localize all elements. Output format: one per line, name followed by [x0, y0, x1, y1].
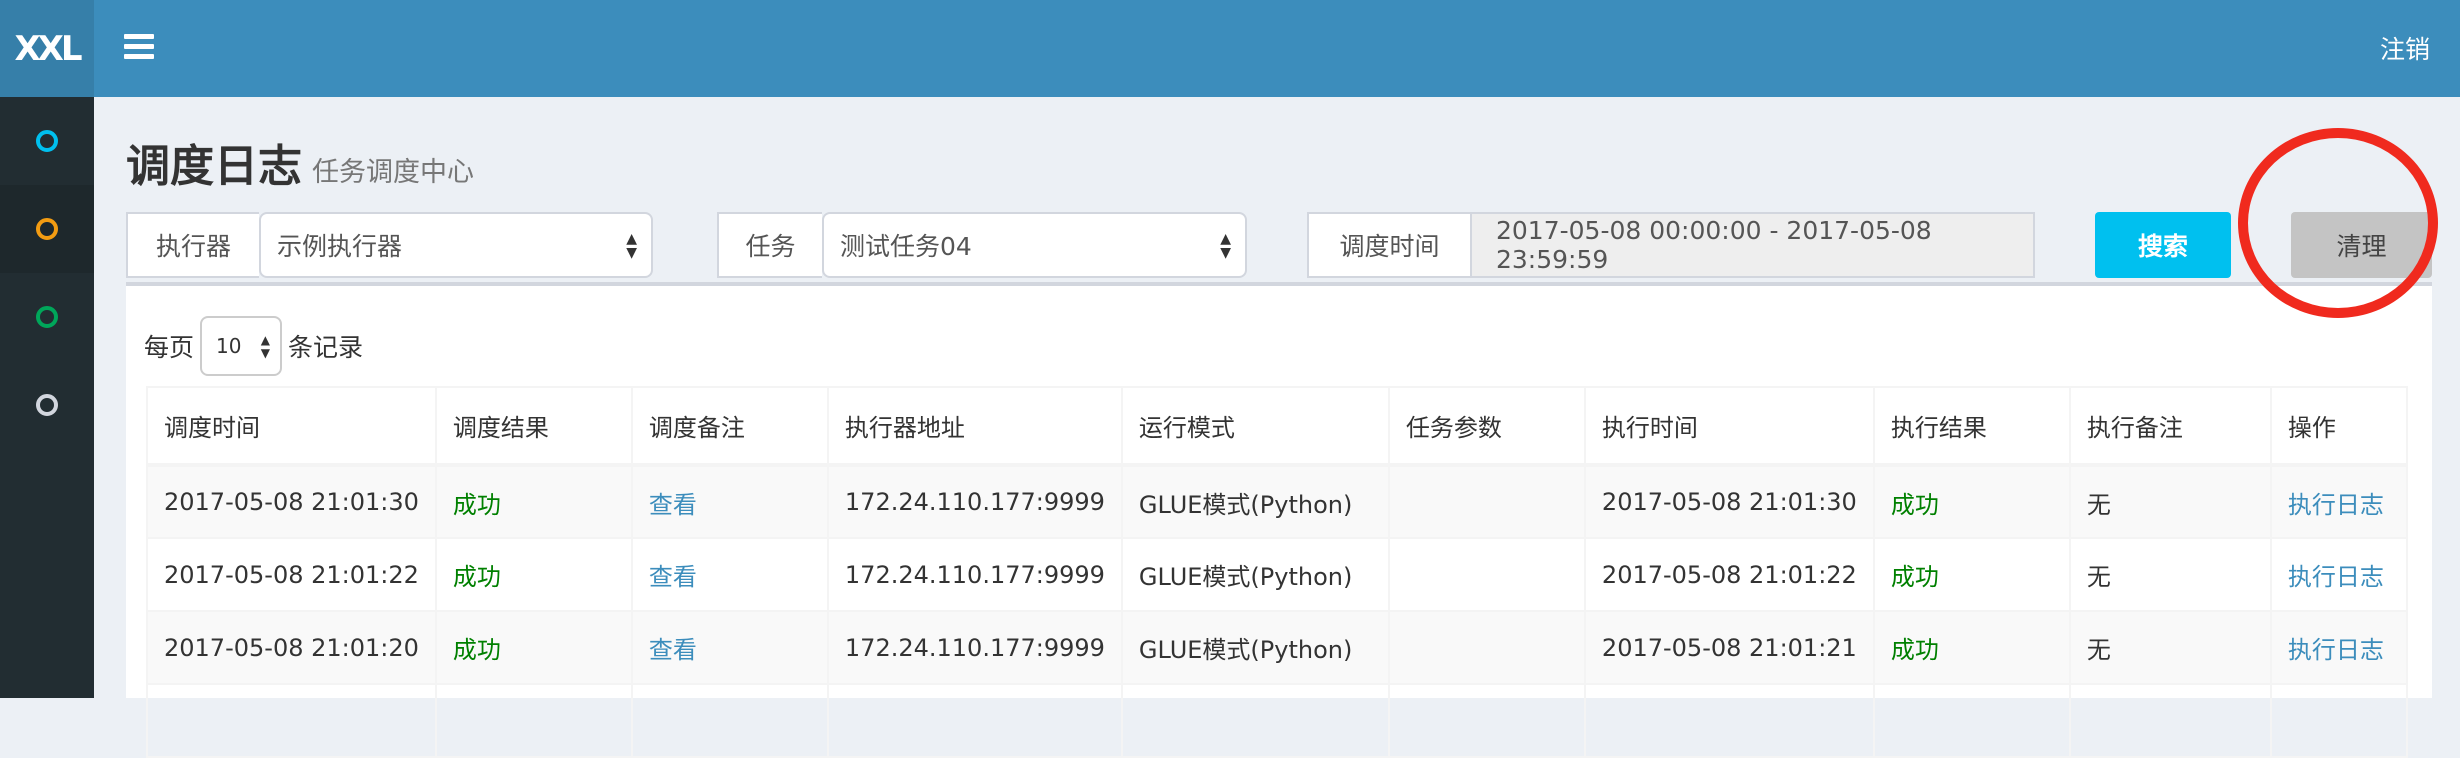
clear-button[interactable]: 清理: [2291, 212, 2432, 278]
job-select[interactable]: 测试任务04 ▲ ▼: [822, 212, 1247, 278]
column-header: 执行备注: [2068, 386, 2272, 467]
page-title-text: 调度日志: [126, 141, 302, 192]
table-row: 2017-05-08 21:01:20 成功 查看 172.24.110.177:99…: [146, 610, 2409, 685]
table-cell: 2017-05-08 21:01:30: [1583, 464, 1875, 539]
sidebar-item-3[interactable]: [0, 273, 94, 361]
time-filter: 调度时间 2017-05-08 00:00:00 - 2017-05-08 23…: [1307, 212, 2035, 278]
table-cell: [1387, 683, 1586, 758]
table-cell: [1387, 610, 1586, 685]
job-filter: 任务 测试任务04 ▲ ▼: [717, 212, 1247, 278]
job-label: 任务: [717, 212, 822, 278]
hamburger-menu-icon[interactable]: [124, 34, 154, 62]
table-cell: 172.24.110.177:9999: [826, 464, 1123, 539]
column-header: 操作: [2269, 386, 2409, 467]
column-header: 调度时间: [146, 386, 437, 467]
status-success: 成功: [434, 537, 633, 612]
status-success: 成功: [1872, 464, 2071, 539]
executor-filter: 执行器 示例执行器 ▲ ▼: [126, 212, 653, 278]
time-label: 调度时间: [1307, 212, 1470, 278]
table-cell: 2017-05-08 21:01:21: [1583, 610, 1875, 685]
page-subtitle: 任务调度中心: [312, 157, 474, 188]
table-cell: 无: [2068, 537, 2272, 612]
execution-log-link[interactable]: 执行日志: [2269, 610, 2409, 685]
column-header: 执行结果: [1872, 386, 2071, 467]
table-cell: 无: [2068, 464, 2272, 539]
view-remark-link[interactable]: 查看: [630, 610, 829, 685]
table-cell: 172.24.110.177:9999: [826, 537, 1123, 612]
table-cell: [1387, 464, 1586, 539]
table-cell: 2017-05-08 21:01:22: [146, 537, 437, 612]
column-header: 执行时间: [1583, 386, 1875, 467]
table-cell: GLUE模式(Python): [1120, 464, 1390, 539]
log-table: 调度时间 调度结果 调度备注 执行器地址 运行模式 任务参数 执行时间 执行结果 执行备注 操作 …: [146, 386, 2409, 758]
table-cell: 172.24.110.177:9999: [826, 610, 1123, 685]
view-remark-link[interactable]: 查看: [630, 537, 829, 612]
view-remark-link[interactable]: 查看: [630, 464, 829, 539]
table-cell: GLUE模式(Python): [1120, 610, 1390, 685]
column-header: 调度备注: [630, 386, 829, 467]
status-success: 成功: [1872, 610, 2071, 685]
view-remark-link[interactable]: [630, 683, 829, 758]
column-header: 运行模式: [1120, 386, 1390, 467]
log-table-box: 每页 10 ▲ ▼ 条记录 调度时间 调度结果 调度备注 执行器地址 运行模式 任务参数 执行时…: [126, 282, 2432, 758]
select-arrows-icon: ▲ ▼: [626, 231, 637, 261]
page-size-prefix: 每页: [144, 333, 195, 362]
logout-link[interactable]: 注销: [2379, 35, 2430, 64]
column-header: 任务参数: [1387, 386, 1586, 467]
select-arrows-icon: ▲ ▼: [1220, 231, 1231, 261]
table-cell: [1387, 537, 1586, 612]
execution-log-link[interactable]: 执行日志: [2269, 464, 2409, 539]
executor-value: 示例执行器: [277, 232, 403, 261]
sidebar: [0, 97, 94, 698]
column-header: 调度结果: [434, 386, 633, 467]
page-size-select[interactable]: 10 ▲ ▼: [200, 316, 283, 376]
table-row: 2017-05-08 21:01:30 成功 查看 172.24.110.177:99…: [146, 464, 2409, 539]
status-success: 成功: [434, 464, 633, 539]
table-cell: 无: [2068, 610, 2272, 685]
table-cell: [826, 683, 1123, 758]
table-cell: 2017-05-08 21:01:20: [146, 610, 437, 685]
search-button[interactable]: 搜索: [2095, 212, 2231, 278]
sidebar-item-2[interactable]: [0, 185, 94, 273]
table-header-row: 调度时间 调度结果 调度备注 执行器地址 运行模式 任务参数 执行时间 执行结果 执行备注 操作: [146, 386, 2409, 467]
time-range-input[interactable]: 2017-05-08 00:00:00 - 2017-05-08 23:59:5…: [1470, 212, 2035, 278]
table-cell: 2017-05-08 21:01:30: [146, 464, 437, 539]
table-cell: [146, 683, 437, 758]
logo[interactable]: XXL: [0, 0, 94, 97]
status-success: [434, 683, 633, 758]
table-cell: 2017-05-08 21:01:22: [1583, 537, 1875, 612]
table-row: [146, 683, 2409, 758]
circle-icon: [36, 394, 58, 416]
execution-log-link[interactable]: [2269, 683, 2409, 758]
table-cell: [2068, 683, 2272, 758]
top-navbar: 注销: [94, 0, 2460, 97]
sidebar-item-4[interactable]: [0, 361, 94, 449]
circle-icon: [36, 218, 58, 240]
status-success: 成功: [434, 610, 633, 685]
executor-select[interactable]: 示例执行器 ▲ ▼: [259, 212, 653, 278]
page-title: 调度日志 任务调度中心: [126, 130, 474, 194]
status-success: [1872, 683, 2071, 758]
job-value: 测试任务04: [840, 232, 972, 261]
table-cell: GLUE模式(Python): [1120, 537, 1390, 612]
page-size-control: 每页 10 ▲ ▼ 条记录: [144, 316, 363, 376]
select-arrows-icon: ▲ ▼: [260, 333, 271, 360]
circle-icon: [36, 130, 58, 152]
table-cell: [1583, 683, 1875, 758]
execution-log-link[interactable]: 执行日志: [2269, 537, 2409, 612]
page-size-value: 10: [216, 334, 242, 358]
circle-icon: [36, 306, 58, 328]
status-success: 成功: [1872, 537, 2071, 612]
sidebar-item-1[interactable]: [0, 97, 94, 185]
table-row: 2017-05-08 21:01:22 成功 查看 172.24.110.177:99…: [146, 537, 2409, 612]
column-header: 执行器地址: [826, 386, 1123, 467]
table-cell: [1120, 683, 1390, 758]
executor-label: 执行器: [126, 212, 259, 278]
page-size-suffix: 条记录: [288, 333, 364, 362]
